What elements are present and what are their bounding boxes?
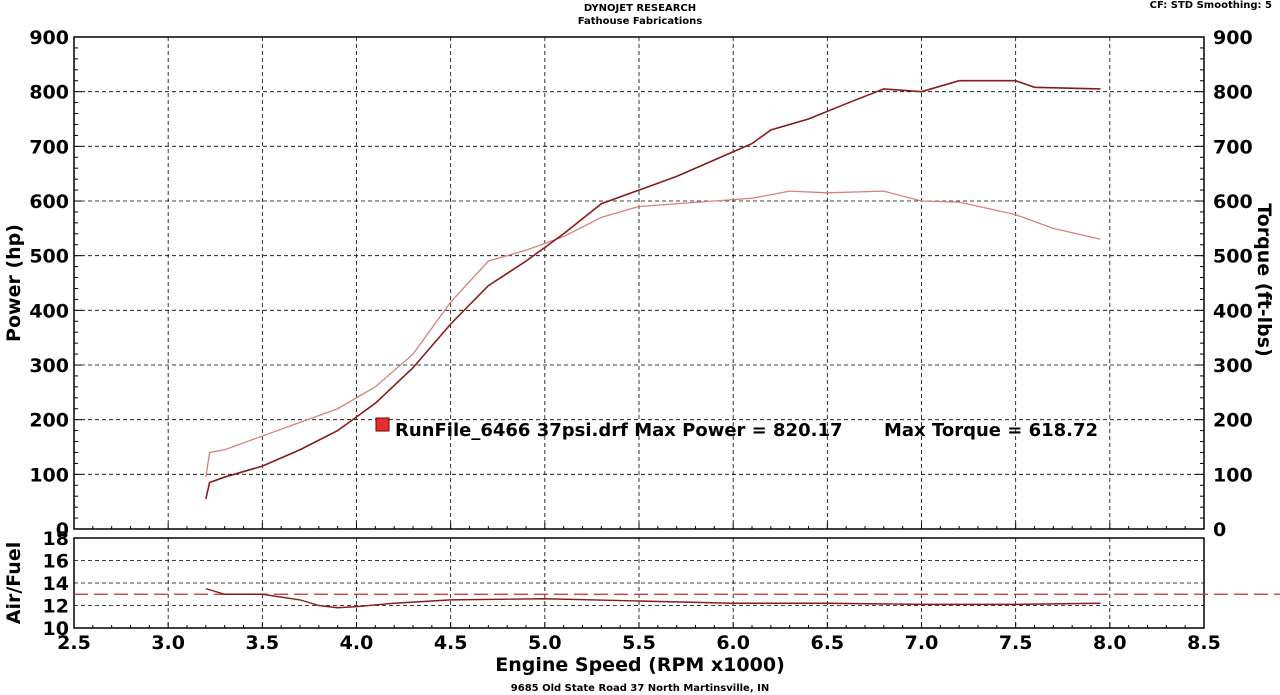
afr-tick-label: 10 — [43, 618, 69, 640]
y-tick-label-left: 500 — [29, 246, 69, 268]
tick-labels: 0 0 100 100 200 200 300 300 400 400 500 500 600 600 70… — [29, 27, 1252, 654]
torque-axis-label: Torque (ft-lbs) — [1253, 203, 1275, 357]
y-tick-label-left: 700 — [29, 136, 69, 158]
y-tick-label-left: 100 — [29, 464, 69, 486]
y-tick-label-left: 900 — [29, 27, 69, 49]
torque-curve — [205, 190, 1101, 478]
x-tick-label: 6.5 — [810, 632, 844, 654]
y-tick-label-right: 700 — [1213, 136, 1253, 158]
x-tick-label: 4.0 — [340, 632, 374, 654]
dyno-title: DYNOJET RESEARCH — [583, 3, 697, 14]
x-tick-label: 8.5 — [1187, 632, 1221, 654]
y-tick-label-right: 300 — [1213, 355, 1253, 377]
afr-axis-label: Air/Fuel — [3, 542, 25, 625]
afr-tick-label: 14 — [43, 573, 69, 595]
y-tick-label-left: 800 — [29, 82, 69, 104]
x-axis-label: Engine Speed (RPM x1000) — [495, 654, 785, 676]
x-tick-label: 3.5 — [245, 632, 279, 654]
x-tick-label: 4.5 — [434, 632, 468, 654]
y-tick-label-left: 300 — [29, 355, 69, 377]
correction-info: CF: STD Smoothing: 5 — [1149, 0, 1272, 11]
y-tick-label-right: 900 — [1213, 27, 1253, 49]
y-tick-label-left: 400 — [29, 300, 69, 322]
y-tick-label-right: 0 — [1213, 519, 1226, 541]
air-fuel-grid — [74, 538, 1204, 628]
legend-marker-icon — [375, 417, 390, 432]
y-tick-label-right: 100 — [1213, 464, 1253, 486]
power-torque-grid — [74, 37, 1204, 529]
x-tick-label: 8.0 — [1093, 632, 1127, 654]
afr-tick-label: 16 — [43, 551, 69, 573]
y-tick-label-right: 800 — [1213, 82, 1253, 104]
y-tick-label-right: 400 — [1213, 300, 1253, 322]
y-tick-label-left: 600 — [29, 191, 69, 213]
legend-run-info: RunFile_6466 37psi.drf Max Power = 820.1… — [395, 420, 843, 441]
power-curve — [205, 79, 1101, 500]
y-tick-label-right: 600 — [1213, 191, 1253, 213]
y-tick-label-left: 200 — [29, 410, 69, 432]
afr-curve — [205, 587, 1101, 609]
x-tick-label: 5.5 — [622, 632, 656, 654]
legend-max-torque: Max Torque = 618.72 — [884, 420, 1098, 441]
y-tick-label-right: 500 — [1213, 246, 1253, 268]
shop-name: Fathouse Fabrications — [577, 16, 703, 27]
x-tick-label: 2.5 — [57, 632, 91, 654]
y-tick-label-right: 200 — [1213, 410, 1253, 432]
afr-tick-label: 12 — [43, 596, 69, 618]
tick-marks — [73, 36, 1205, 628]
y-tick-label-left: 0 — [56, 519, 69, 541]
afr-tick-label: 18 — [43, 528, 69, 550]
x-tick-label: 6.0 — [716, 632, 750, 654]
x-tick-label: 7.5 — [999, 632, 1033, 654]
x-tick-label: 5.0 — [528, 632, 562, 654]
shop-address: 9685 Old State Road 37 North Martinsvill… — [510, 683, 770, 694]
power-axis-label: Power (hp) — [3, 224, 25, 342]
x-tick-label: 3.0 — [151, 632, 185, 654]
x-tick-label: 7.0 — [905, 632, 939, 654]
